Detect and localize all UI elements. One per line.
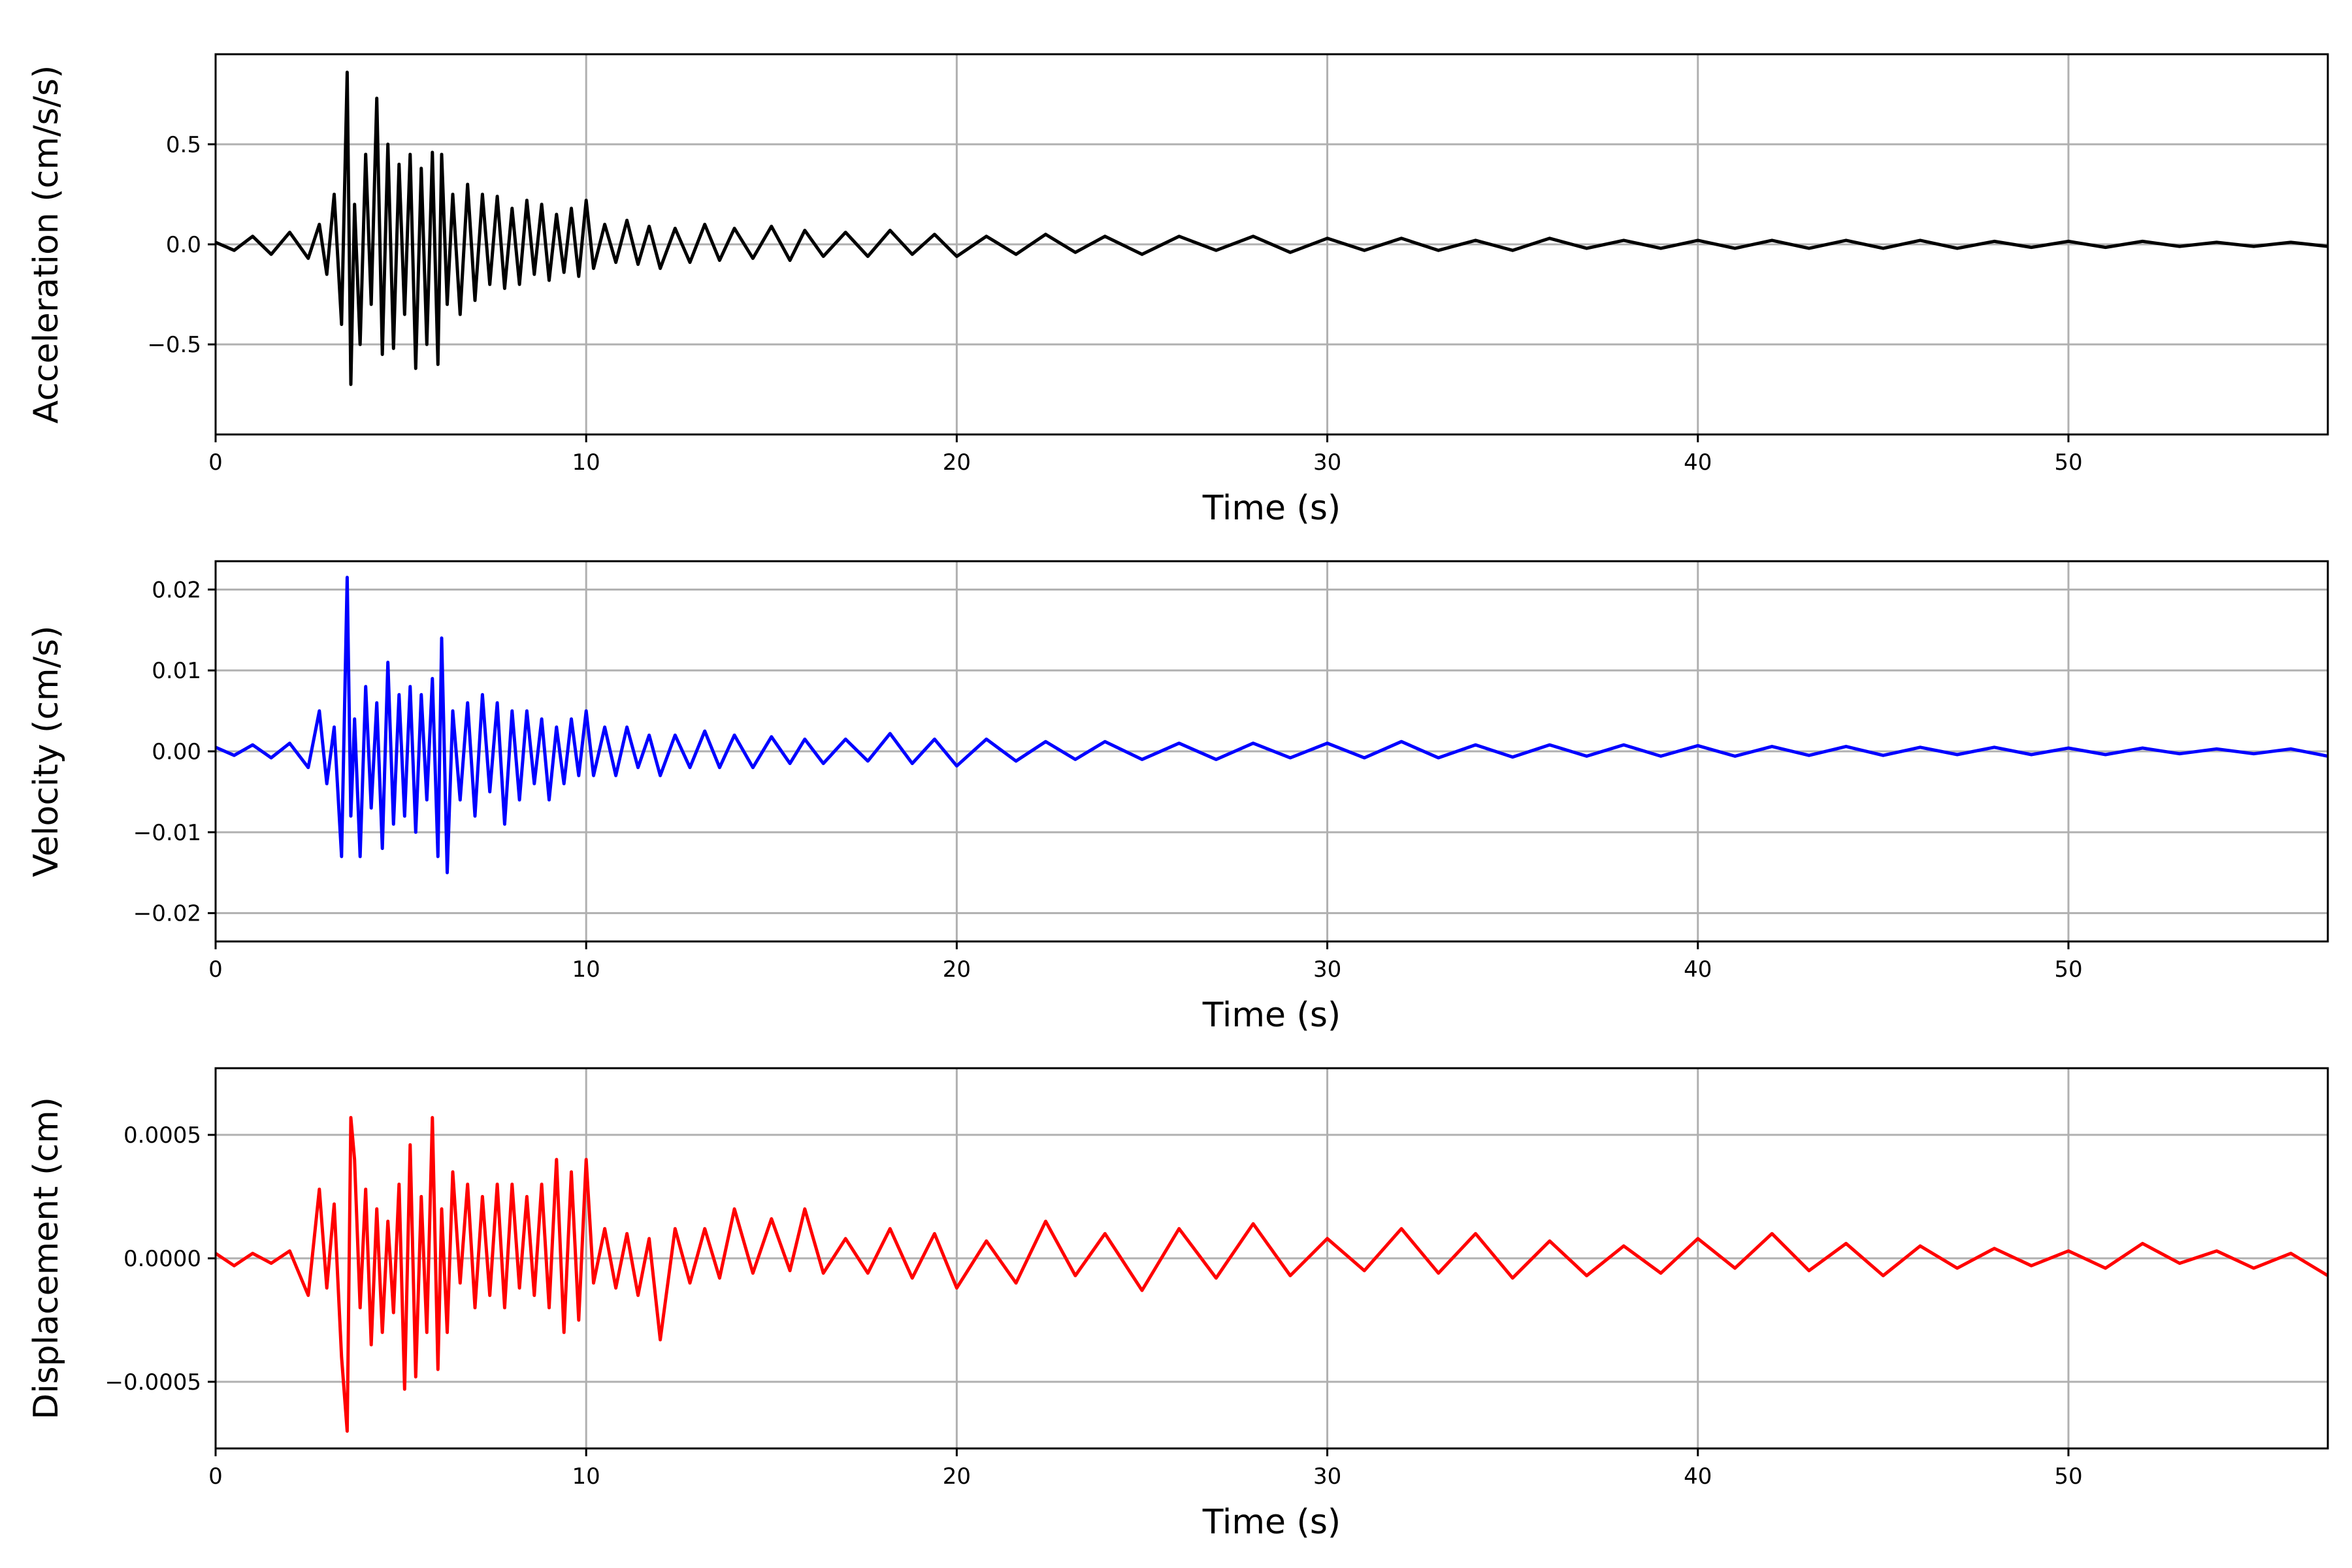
panel-1: 0 10 20 30 40 50 −0.5 0.0 0.5 Time (s) Acceleratio… [27,53,2329,528]
panel-2-x-tick-label-4: 40 [1684,956,1712,983]
panel-1-y-tick-label-0: −0.5 [147,332,201,358]
panel-3-x-tick-label-0: 0 [208,1463,223,1490]
panel-3-x-tick-label-3: 30 [1313,1463,1341,1490]
panel-1-x-tick-label-5: 50 [2054,449,2082,476]
panel-2-x-tick-label-1: 10 [572,956,600,983]
panel-1-y-tick-label-1: 0.0 [166,232,201,258]
panel-2-series-line-1 [216,576,2328,875]
panel-1-y-tick-label-2: 0.5 [166,132,201,158]
panel-2-x-tick-label-5: 50 [2054,956,2082,983]
panel-3-x-tick-label-5: 50 [2054,1463,2082,1490]
panel-3-x-tick-label-4: 40 [1684,1463,1712,1490]
panel-1-x-tick-label-2: 20 [943,449,971,476]
panel-2-y-tick-label-3: 0.01 [152,658,201,684]
panel-2-y-tick-label-2: 0.00 [152,739,201,765]
panel-3-series-line-1 [216,1116,2328,1433]
panel-1-x-tick-label-4: 40 [1684,449,1712,476]
panel-1-x-tick-label-3: 30 [1313,449,1341,476]
panel-3-y-tick-label-0: −0.0005 [105,1369,201,1396]
panel-3-y-axis-label: Displacement (cm) [27,1097,66,1420]
panel-1-series-line-1 [216,71,2328,386]
panel-2-x-tick-label-2: 20 [943,956,971,983]
panel-2-y-tick-label-1: −0.01 [133,820,201,846]
panel-2-x-axis-label: Time (s) [1202,996,1341,1035]
panel-3-x-tick-label-1: 10 [572,1463,600,1490]
panel-3-y-tick-label-2: 0.0005 [123,1122,201,1149]
panel-3-y-tick-label-1: 0.0000 [123,1246,201,1272]
panel-2-x-tick-label-3: 30 [1313,956,1341,983]
panel-2-x-tick-label-0: 0 [208,956,223,983]
panel-1-x-axis-label: Time (s) [1202,489,1341,528]
panel-2-y-axis-label: Velocity (cm/s) [27,626,66,877]
panel-2: 0 10 20 30 40 50 −0.02 −0.01 0.00 0.01 0.02 Time (s… [27,560,2329,1035]
panel-3-x-tick-label-2: 20 [943,1463,971,1490]
panel-3-x-axis-label: Time (s) [1202,1503,1341,1542]
panel-2-y-tick-label-4: 0.02 [152,577,201,603]
panel-1-x-tick-label-1: 10 [572,449,600,476]
panel-3: 0 10 20 30 40 50 −0.0005 0.0000 0.0005 Time (s) Di… [27,1067,2329,1542]
panel-1-y-axis-label: Acceleration (cm/s/s) [27,65,66,424]
panel-1-x-tick-label-0: 0 [208,449,223,476]
panel-2-y-tick-label-0: −0.02 [133,901,201,927]
